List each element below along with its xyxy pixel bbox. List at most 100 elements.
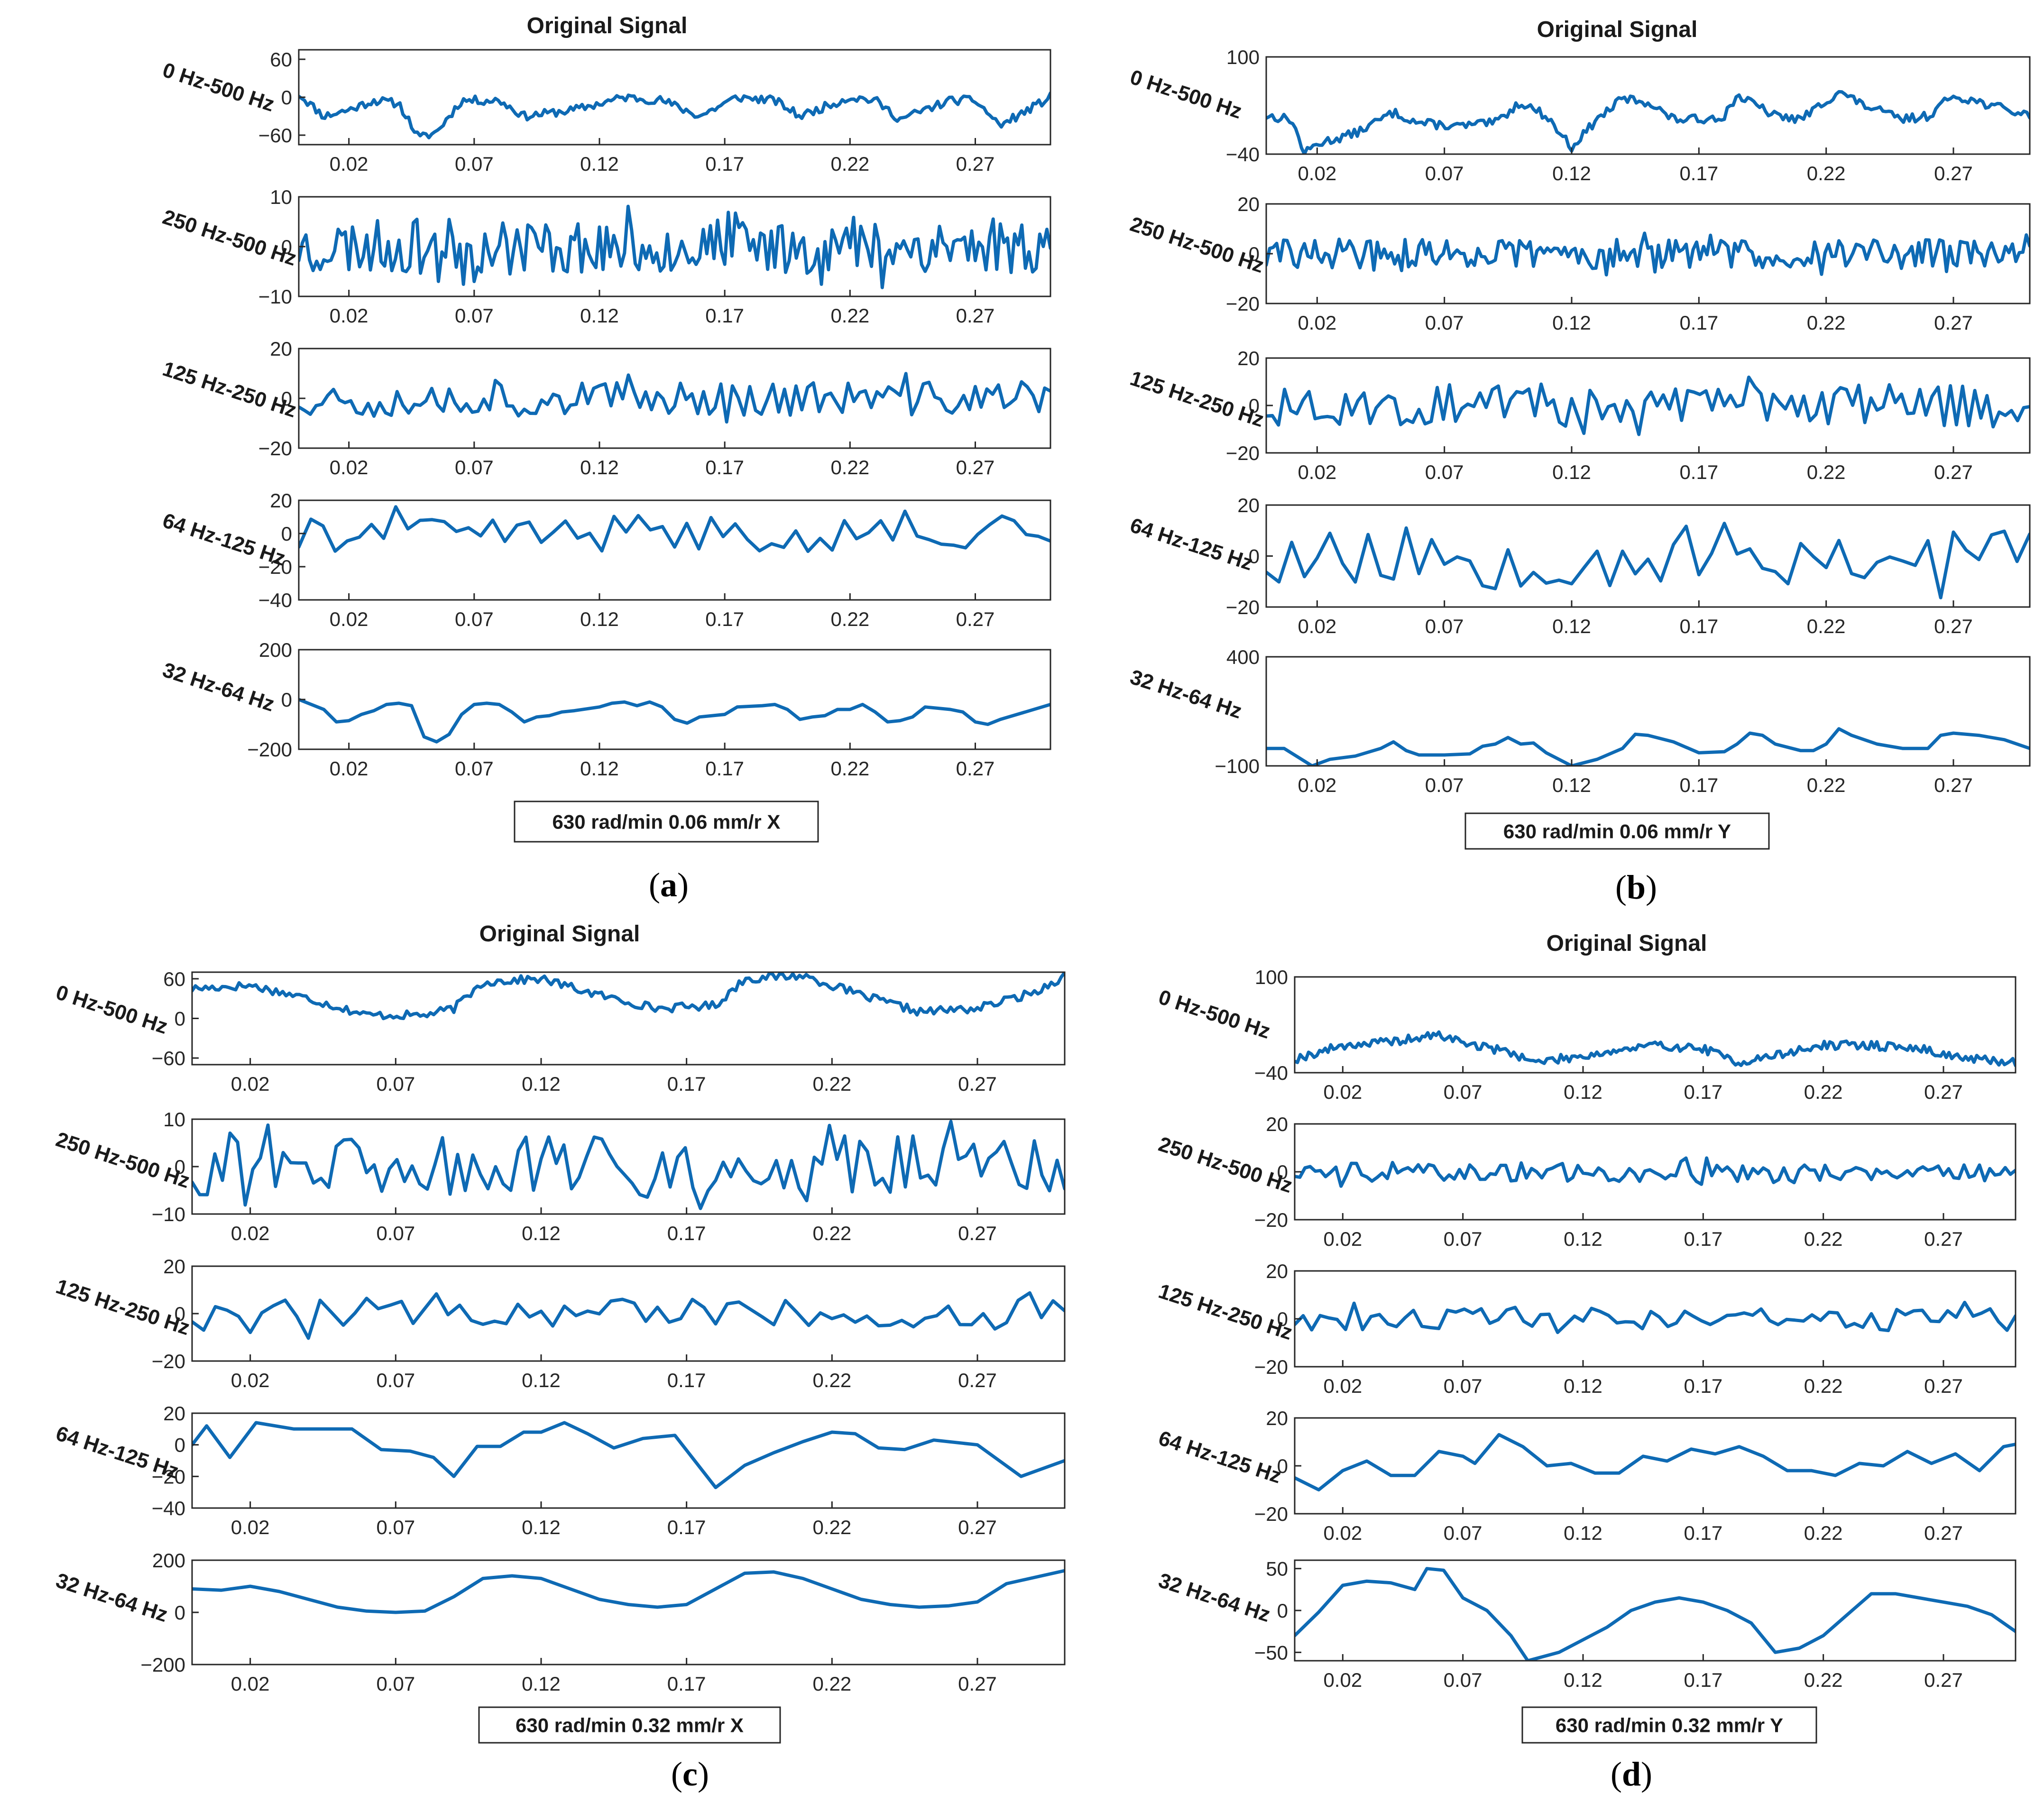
subplot-1: 100 −40 0.02 0.07 0.12 0.17 0.22 0.27 0 Hz-500 H… [1156,966,2016,1103]
y-tick-label: −20 [1226,293,1260,315]
signal-line [192,1421,1065,1490]
y-tick-label: 20 [1266,1260,1288,1282]
signal-line [1295,1433,2016,1491]
y-tick-label: −40 [152,1497,185,1519]
x-tick-label: 0.02 [330,304,368,327]
band-label: 125 Hz-250 Hz [1127,367,1267,432]
signal-line [1295,1567,2016,1661]
x-tick-label: 0.12 [1564,1375,1602,1397]
panel-letter: c [682,1755,698,1793]
y-tick-label: 0 [281,387,292,410]
y-tick-label: −60 [152,1047,185,1069]
signal-line [192,972,1065,1021]
y-tick-label: 0 [175,1601,185,1624]
x-tick-label: 0.22 [830,304,869,327]
y-tick-label: −20 [1226,596,1260,618]
y-tick-label: 20 [163,1402,185,1425]
panel-letter: b [1627,868,1646,906]
y-tick-label: 0 [281,689,292,711]
settings-box [1521,1706,1817,1744]
x-tick-label: 0.07 [376,1222,415,1244]
x-tick-label: 0.07 [376,1673,415,1695]
x-tick-label: 0.17 [1679,774,1718,796]
x-tick-label: 0.12 [580,304,619,327]
settings-label: 630 rad/min 0.06 mm/r X [552,811,781,833]
y-tick-label: −20 [1254,1503,1288,1525]
x-tick-label: 0.02 [1298,615,1336,637]
y-tick-label: 0 [1277,1600,1288,1622]
x-tick-label: 0.27 [1924,1375,1963,1397]
x-tick-label: 0.27 [1934,461,1973,483]
signal-line [1266,375,2030,436]
y-tick-label: 20 [270,338,292,360]
x-tick-label: 0.27 [1934,774,1973,796]
band-label: 64 Hz-125 Hz [53,1422,182,1483]
x-tick-label: 0.17 [705,608,744,630]
x-tick-label: 0.17 [1684,1669,1722,1691]
signal-line [1266,90,2030,154]
y-tick-label: 200 [259,639,292,661]
y-tick-label: −10 [152,1203,185,1225]
chart-title: Original Signal [1537,17,1698,42]
x-tick-label: 0.17 [667,1222,706,1244]
x-tick-label: 0.12 [1552,615,1591,637]
x-tick-label: 0.02 [231,1673,270,1695]
settings-label: 630 rad/min 0.32 mm/r Y [1556,1714,1783,1737]
x-tick-label: 0.27 [958,1073,997,1095]
x-tick-label: 0.22 [830,757,869,780]
y-tick-label: 0 [281,86,292,109]
y-tick-label: 0 [175,1156,185,1178]
chart-panel-c: Original Signal 60 0 −60 0.02 0.07 0.12 0.17 0.2… [53,921,1066,1793]
y-tick-label: 0 [281,236,292,258]
y-tick-label: 0 [175,1008,185,1030]
x-tick-label: 0.12 [522,1222,561,1244]
x-tick-label: 0.27 [1924,1228,1963,1250]
y-tick-label: 400 [1226,646,1260,668]
x-tick-label: 0.02 [1323,1228,1362,1250]
y-tick-label: −200 [140,1654,185,1676]
settings-label: 630 rad/min 0.06 mm/r Y [1503,820,1731,843]
y-tick-label: 20 [1266,1407,1288,1429]
plot-frame [1265,656,2031,767]
x-tick-label: 0.27 [1934,615,1973,637]
subplot-3: 20 0 −20 0.02 0.07 0.12 0.17 0.22 0.27 125 Hz-250… [1156,1260,2016,1397]
x-tick-label: 0.12 [580,757,619,780]
band-label: 32 Hz-64 Hz [1156,1569,1273,1627]
x-tick-label: 0.27 [956,608,995,630]
x-tick-label: 0.17 [667,1673,706,1695]
x-tick-label: 0.07 [1425,774,1464,796]
panel-caption: (a) [649,866,689,904]
band-label: 0 Hz-500 Hz [1156,985,1273,1043]
subplot-2: 20 0 −20 0.02 0.07 0.12 0.17 0.22 0.27 250 Hz-500… [1127,193,2031,334]
plot-frame [191,1118,1066,1215]
x-tick-label: 0.02 [330,153,368,175]
y-tick-label: −20 [258,556,292,578]
x-tick-label: 0.17 [1679,615,1718,637]
signal-line [1295,1156,2016,1188]
subplot-3: 20 0 −20 0.02 0.07 0.12 0.17 0.22 0.27 125 Hz-250… [53,1255,1066,1391]
plot-frame [191,1559,1066,1665]
plot-frame [1294,1417,2016,1515]
panel-caption: (d) [1611,1755,1652,1793]
x-tick-label: 0.12 [1564,1669,1602,1691]
x-tick-label: 0.12 [1552,461,1591,483]
y-tick-label: 0 [175,1434,185,1456]
x-tick-label: 0.22 [1804,1228,1843,1250]
x-tick-label: 0.12 [1564,1081,1602,1103]
x-tick-label: 0.17 [1684,1228,1722,1250]
plot-frame [298,499,1051,601]
x-tick-label: 0.12 [1552,774,1591,796]
x-tick-label: 0.17 [1679,312,1718,334]
band-label: 64 Hz-125 Hz [1156,1426,1284,1488]
x-tick-label: 0.12 [580,153,619,175]
x-tick-label: 0.22 [1807,461,1846,483]
x-tick-label: 0.07 [455,757,494,780]
x-tick-label: 0.22 [812,1369,851,1391]
plot-frame [1265,56,2031,155]
y-tick-label: −200 [247,738,292,761]
subplot-2: 10 0 −10 0.02 0.07 0.12 0.17 0.22 0.27 250 Hz-500… [53,1108,1066,1244]
chart-panel-d: Original Signal 100 −40 0.02 0.07 0.12 0.17 0.2… [1156,931,2016,1793]
x-tick-label: 0.07 [1425,162,1464,184]
plot-frame [191,1265,1066,1362]
y-tick-label: 20 [1237,347,1260,369]
